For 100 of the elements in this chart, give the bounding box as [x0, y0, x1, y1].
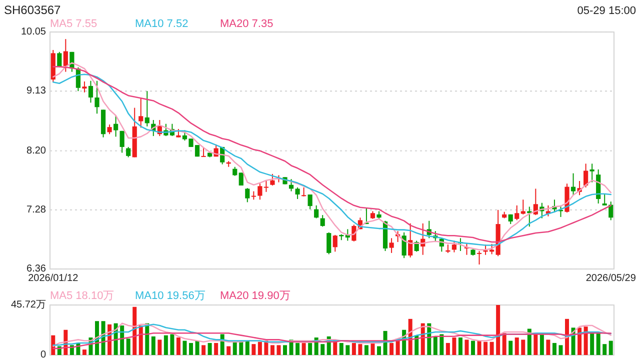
bar — [433, 336, 438, 355]
candlestick — [520, 199, 526, 215]
bar — [514, 338, 519, 355]
bar — [308, 342, 312, 355]
chart-title: SH603567 — [4, 3, 62, 17]
x-tick-label: 2026/05/29 — [586, 273, 636, 284]
bar — [596, 333, 600, 355]
y-tick-label: 7.28 — [26, 204, 46, 216]
candlestick — [126, 146, 131, 158]
bar — [158, 340, 162, 355]
candlestick — [402, 232, 406, 259]
line-series — [52, 332, 612, 350]
bar — [132, 306, 137, 355]
y-tick-label: 8.20 — [26, 145, 46, 156]
candlestick — [201, 146, 206, 158]
text: MA5 7.55 — [50, 18, 98, 30]
candlestick — [57, 51, 62, 68]
bar — [283, 345, 287, 355]
candlestick — [238, 172, 244, 186]
bar — [82, 350, 86, 355]
bar — [608, 340, 613, 355]
bar — [352, 342, 356, 355]
bar — [126, 338, 130, 355]
bar — [590, 333, 594, 355]
bar — [346, 345, 350, 355]
bar — [120, 325, 124, 355]
candlestick — [590, 163, 594, 183]
candlestick — [264, 180, 268, 192]
bar — [358, 344, 362, 355]
bar — [302, 342, 306, 355]
bar — [471, 340, 475, 355]
candlestick — [326, 232, 332, 255]
bar — [477, 340, 482, 355]
bar — [176, 338, 180, 355]
bar — [151, 336, 156, 355]
y-tick-label: 45.72万 — [10, 300, 46, 311]
bar — [446, 342, 450, 355]
bar — [377, 346, 381, 355]
bar — [602, 344, 607, 355]
text: MA20 19.90万 — [220, 290, 290, 302]
candlestick — [245, 188, 250, 203]
y-tick-label: 10.05 — [20, 26, 46, 38]
candlestick — [320, 214, 325, 228]
bar — [370, 342, 375, 355]
bar — [258, 342, 262, 355]
bar — [232, 342, 237, 355]
bar — [339, 342, 344, 355]
bar — [364, 345, 368, 355]
bar — [440, 334, 444, 355]
bar — [540, 333, 544, 355]
candlestick — [584, 163, 588, 188]
candlestick — [120, 130, 124, 154]
bar — [584, 326, 588, 355]
bar — [490, 342, 494, 355]
candlestick — [308, 194, 312, 210]
candlestick — [114, 114, 118, 138]
bar — [546, 340, 550, 355]
candlestick — [144, 90, 150, 127]
candlestick — [332, 234, 338, 252]
candlestick — [63, 38, 68, 72]
bar — [464, 340, 469, 355]
y-tick-label: 6.36 — [26, 264, 46, 275]
candlestick — [94, 80, 100, 114]
bar — [208, 342, 212, 355]
bar — [484, 342, 488, 355]
bar — [252, 344, 256, 355]
candlestick — [270, 173, 275, 186]
bar — [270, 345, 274, 355]
bar — [320, 344, 325, 355]
candlestick — [314, 204, 319, 219]
candlestick — [514, 204, 520, 221]
bar — [390, 342, 394, 355]
bar — [558, 345, 563, 355]
text: 05-29 15:00 — [577, 5, 636, 17]
bar — [452, 338, 456, 355]
text: MA20 7.35 — [220, 18, 274, 30]
candlestick — [295, 186, 300, 200]
bar — [552, 342, 556, 355]
bar — [226, 346, 231, 355]
candlestick — [82, 80, 87, 93]
bar — [170, 334, 174, 355]
y-tick-label: 9.13 — [26, 86, 46, 97]
bar — [195, 340, 200, 355]
candlestick — [570, 172, 576, 196]
candlestick — [107, 124, 112, 135]
bar — [189, 342, 193, 355]
bar — [508, 340, 513, 355]
x-tick-label: 2026/01/12 — [28, 273, 79, 284]
bar — [496, 305, 500, 355]
text: MA10 19.56万 — [135, 290, 206, 302]
text: MA10 7.52 — [135, 18, 188, 30]
candlestick — [88, 80, 94, 104]
candlestick — [452, 240, 456, 253]
bar — [182, 340, 187, 355]
bar — [458, 338, 462, 355]
bar — [164, 335, 168, 355]
bar — [502, 333, 506, 355]
bar — [521, 340, 526, 355]
text: MA5 18.10万 — [50, 290, 114, 302]
candlestick — [258, 183, 262, 200]
